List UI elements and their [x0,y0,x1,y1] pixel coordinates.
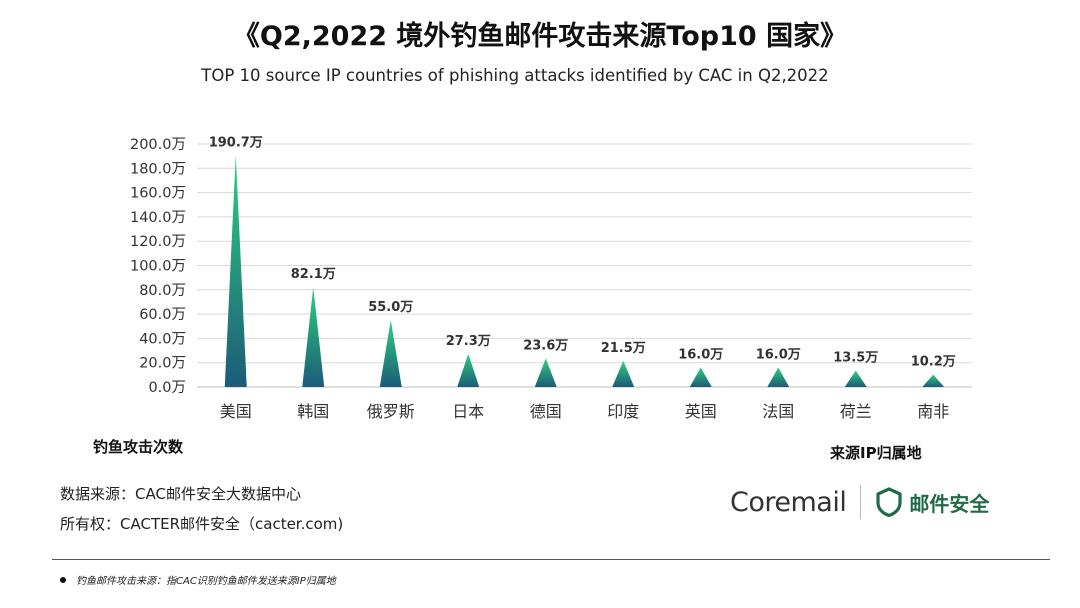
y-tick-label: 80.0万 [139,283,186,299]
y-tick-label: 120.0万 [130,234,186,250]
data-source-text: 数据来源：CAC邮件安全大数据中心 [60,485,301,503]
shield-icon [876,487,902,517]
y-tick-label: 200.0万 [130,137,186,153]
data-label: 16.0万 [678,348,723,363]
y-tick-label: 100.0万 [130,259,186,275]
bar [922,374,945,387]
y-tick-label: 20.0万 [139,356,186,372]
bar [302,287,325,387]
bar [844,370,867,387]
security-brand-text: 邮件安全 [909,491,990,516]
data-label: 27.3万 [446,334,491,349]
bar [767,367,790,387]
data-label: 21.5万 [601,341,646,356]
logo-divider [860,485,862,519]
data-label: 16.0万 [756,348,801,363]
y-axis-title: 钓鱼攻击次数 [93,438,184,456]
brand-logos: Coremail 邮件安全 [730,485,990,519]
y-tick-label: 180.0万 [130,161,186,177]
y-tick-label: 60.0万 [139,307,186,323]
bar [457,353,480,387]
y-tick-label: 160.0万 [130,186,186,202]
x-axis-title: 来源IP归属地 [830,444,922,462]
bar [379,320,402,387]
data-label: 55.0万 [368,300,413,315]
footnote: 钓鱼邮件攻击来源：指CAC识别钓鱼邮件发送来源IP归属地 [60,572,336,587]
bar-chart: 0.0万 20.0万 40.0万 60.0万 80.0万 100.0万 120.0万 140.… [130,135,972,421]
y-tick-label: 140.0万 [130,210,186,226]
x-tick-label: 南非 [917,402,949,421]
data-label: 190.7万 [209,135,263,150]
x-tick-label: 印度 [607,402,639,421]
x-tick-label: 日本 [452,402,484,421]
bar [224,155,247,387]
data-label: 82.1万 [291,267,336,282]
data-label: 13.5万 [833,351,878,366]
chart-subtitle: TOP 10 source IP countries of phishing a… [201,66,829,85]
footnote-text: 钓鱼邮件攻击来源：指CAC识别钓鱼邮件发送来源IP归属地 [76,576,336,587]
footer-divider [52,559,1050,560]
x-tick-label: 美国 [220,402,252,421]
x-tick-label: 法国 [762,402,794,421]
data-label: 10.2万 [911,355,956,370]
x-tick-label: 英国 [685,402,717,421]
x-tick-label: 韩国 [297,402,329,421]
y-tick-label: 0.0万 [148,380,186,396]
x-tick-label: 德国 [530,402,562,421]
x-tick-label: 俄罗斯 [367,402,415,421]
x-tick-label: 荷兰 [840,402,872,421]
bar [534,358,557,387]
ownership-text: 所有权：CACTER邮件安全（cacter.com) [60,515,344,533]
chart-title: 《Q2,2022 境外钓鱼邮件攻击来源Top10 国家》 [232,21,848,52]
bar [689,367,712,387]
coremail-logo: Coremail [730,486,847,518]
bullet-icon [60,576,66,583]
y-tick-label: 40.0万 [139,331,186,347]
data-label: 23.6万 [523,338,568,353]
bar [612,360,635,387]
